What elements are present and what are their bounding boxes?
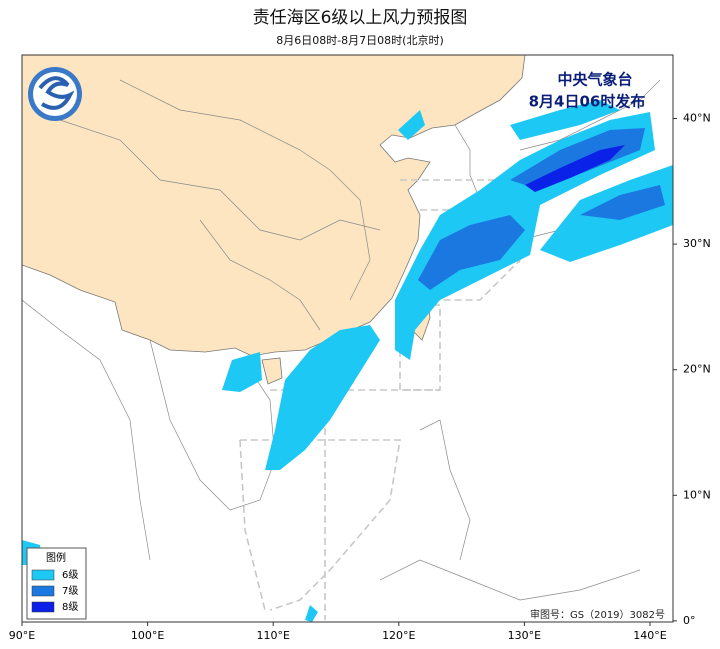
wind-area — [510, 100, 620, 140]
wind-area — [525, 145, 625, 192]
lat-label: 40°N — [683, 112, 711, 125]
legend-label: 7级 — [62, 585, 78, 597]
subtitle: 8月6日08时-8月7日08时(北京时) — [276, 33, 444, 47]
legend-title: 图例 — [46, 551, 66, 564]
wind-area — [222, 352, 262, 392]
lon-label: 100°E — [131, 629, 164, 642]
title: 责任海区6级以上风力预报图 — [253, 8, 468, 28]
lon-label: 120°E — [382, 629, 415, 642]
lat-label: 0° — [683, 614, 696, 627]
logo — [28, 67, 82, 121]
map-area — [22, 55, 673, 622]
approval-number: 审图号：GS（2019）3082号 — [530, 608, 665, 621]
legend-swatch — [31, 601, 55, 613]
lon-label: 110°E — [256, 629, 289, 642]
map-frame — [21, 54, 674, 623]
wind-area — [418, 215, 525, 290]
legend-swatch — [31, 569, 55, 581]
lat-label: 10°N — [683, 488, 711, 501]
hainan — [261, 357, 283, 385]
legend: 图例 6级 7级 8级 — [26, 547, 87, 620]
wind-area — [305, 605, 318, 622]
wind-area — [265, 325, 380, 470]
wind-area — [398, 110, 425, 140]
lon-label: 140°E — [633, 629, 666, 642]
lon-label: 130°E — [508, 629, 541, 642]
wind-area — [580, 185, 665, 220]
wind-area — [510, 128, 645, 190]
issue-time: 8月4日06时发布 — [529, 93, 646, 111]
legend-swatch — [31, 585, 55, 597]
agency-name: 中央气象台 — [557, 71, 632, 89]
wind-area — [395, 112, 655, 360]
lon-label: 90°E — [9, 629, 35, 642]
lat-label: 20°N — [683, 363, 711, 376]
legend-label: 6级 — [62, 569, 78, 581]
legend-label: 8级 — [62, 601, 78, 613]
lat-label: 30°N — [683, 237, 711, 250]
